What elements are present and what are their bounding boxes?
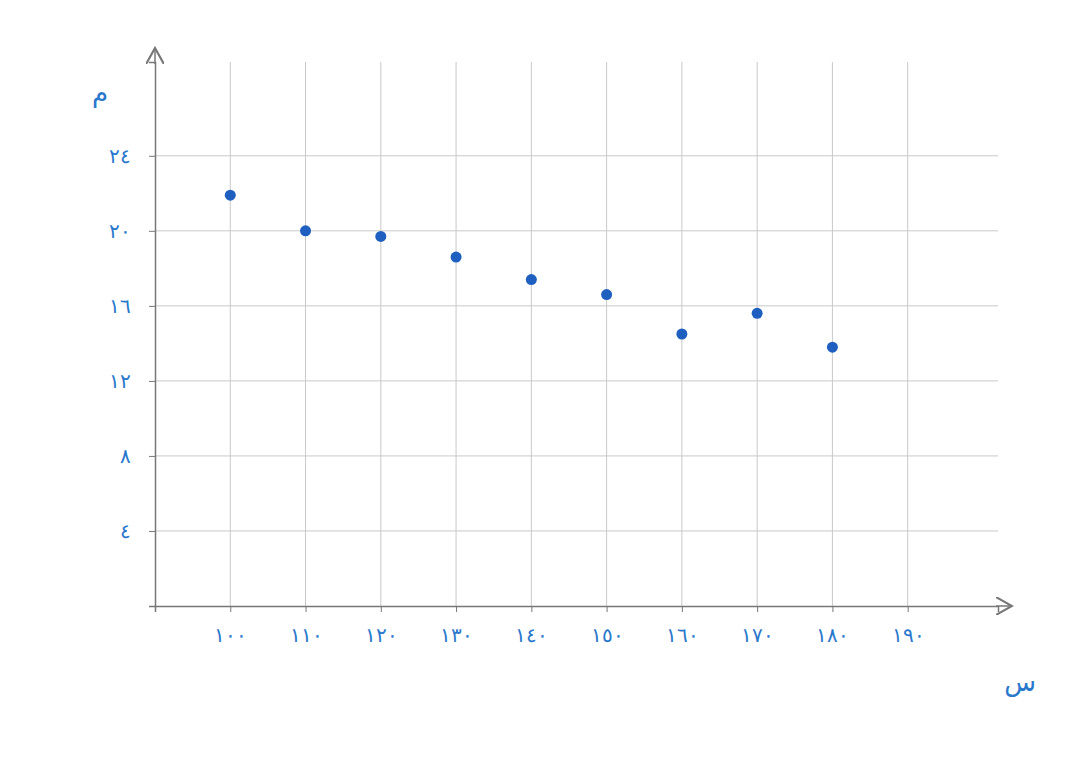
- x-tick-label: ١٥٠: [591, 624, 624, 646]
- y-tick: ٤: [120, 520, 155, 542]
- y-axis-title: م: [92, 78, 108, 108]
- x-tick-mark: [531, 606, 532, 612]
- x-tick-label: ١٩٠: [892, 624, 925, 646]
- y-tick-label: ٨: [120, 445, 131, 467]
- x-tick: ١٤٠: [515, 606, 548, 646]
- y-axis: ٤ ٨ ١٢ ١٦ ٢٠ ٢٤: [109, 63, 156, 607]
- x-tick-label: ١٣٠: [440, 624, 473, 646]
- x-axis-line: [156, 607, 999, 613]
- point: [676, 329, 687, 340]
- x-tick: ١١٠: [290, 606, 323, 646]
- x-tick: ١٢٠: [365, 606, 398, 646]
- x-tick-mark: [306, 606, 307, 612]
- x-tick: ١٨٠: [816, 606, 849, 646]
- grid-line: [155, 155, 998, 156]
- y-tick-mark: [149, 381, 155, 382]
- point: [300, 225, 311, 236]
- grid-line: [757, 62, 758, 606]
- x-tick-mark: [908, 606, 909, 612]
- y-tick-label: ١٦: [109, 295, 131, 317]
- x-tick-mark: [456, 606, 457, 612]
- y-tick-mark: [149, 456, 155, 457]
- x-tick: ١٧٠: [741, 606, 774, 646]
- grid-line: [155, 305, 998, 306]
- grid-line: [230, 62, 231, 606]
- grid-line: [305, 62, 306, 606]
- x-tick: ١٠٠: [214, 606, 247, 646]
- grid-line: [832, 62, 833, 606]
- point: [375, 231, 386, 242]
- y-tick: ١٦: [109, 295, 155, 317]
- grid-line: [155, 455, 998, 456]
- x-tick-label: ١٧٠: [741, 624, 774, 646]
- y-tick-mark: [149, 156, 155, 157]
- x-tick-label: ١٨٠: [816, 624, 849, 646]
- x-tick-label: ١٦٠: [666, 624, 699, 646]
- x-tick-mark: [832, 606, 833, 612]
- y-tick-label: ١٢: [109, 370, 131, 392]
- grid: [155, 62, 998, 606]
- point: [451, 252, 462, 263]
- y-tick: ٢٠: [109, 220, 155, 242]
- x-tick-label: ١٤٠: [515, 624, 548, 646]
- y-tick-label: ٢٤: [109, 145, 131, 167]
- y-tick-label: ٤: [120, 520, 131, 542]
- y-tick: ٢٤: [109, 145, 155, 167]
- point: [827, 342, 838, 353]
- point: [225, 190, 236, 201]
- y-tick-mark: [149, 531, 155, 532]
- x-axis: ١٠٠ ١١٠ ١٢٠ ١٣٠ ١٤٠ ١٥٠ ١٦٠ ١٧٠ ١٨٠ ١٩٠: [156, 606, 999, 646]
- y-axis-line: [149, 63, 156, 607]
- x-axis-title: س: [1004, 667, 1036, 697]
- y-arrow: [154, 48, 156, 64]
- grid-line: [531, 62, 532, 606]
- y-tick-mark: [149, 231, 155, 232]
- x-tick: ١٥٠: [591, 606, 624, 646]
- point: [526, 274, 537, 285]
- y-tick: ٨: [120, 445, 155, 467]
- grid-line: [380, 62, 381, 606]
- x-tick-label: ١١٠: [290, 624, 323, 646]
- x-tick-label: ١٢٠: [365, 624, 398, 646]
- x-tick-mark: [682, 606, 683, 612]
- grid-line: [456, 62, 457, 606]
- x-tick: ١٩٠: [892, 606, 925, 646]
- y-tick: ١٢: [109, 370, 155, 392]
- x-tick: ١٦٠: [666, 606, 699, 646]
- grid-line: [907, 62, 908, 606]
- x-arrow: [996, 605, 1012, 607]
- y-tick-mark: [149, 306, 155, 307]
- x-tick-mark: [607, 606, 608, 612]
- x-tick: ١٣٠: [440, 606, 473, 646]
- x-tick-mark: [230, 606, 231, 612]
- chart: ١٠٠ ١١٠ ١٢٠ ١٣٠ ١٤٠ ١٥٠ ١٦٠ ١٧٠ ١٨٠ ١٩٠ ٤ ٨ ١٢ ١٦ ٢٠ ٢٤…: [0, 0, 1075, 774]
- points: [225, 190, 838, 353]
- grid-line: [155, 530, 998, 531]
- grid-line: [606, 62, 607, 606]
- x-tick-label: ١٠٠: [214, 624, 247, 646]
- x-tick-mark: [757, 606, 758, 612]
- x-tick-mark: [381, 606, 382, 612]
- grid-line: [155, 230, 998, 231]
- y-tick-label: ٢٠: [109, 220, 131, 242]
- point: [601, 289, 612, 300]
- grid-line: [155, 380, 998, 381]
- point: [752, 308, 763, 319]
